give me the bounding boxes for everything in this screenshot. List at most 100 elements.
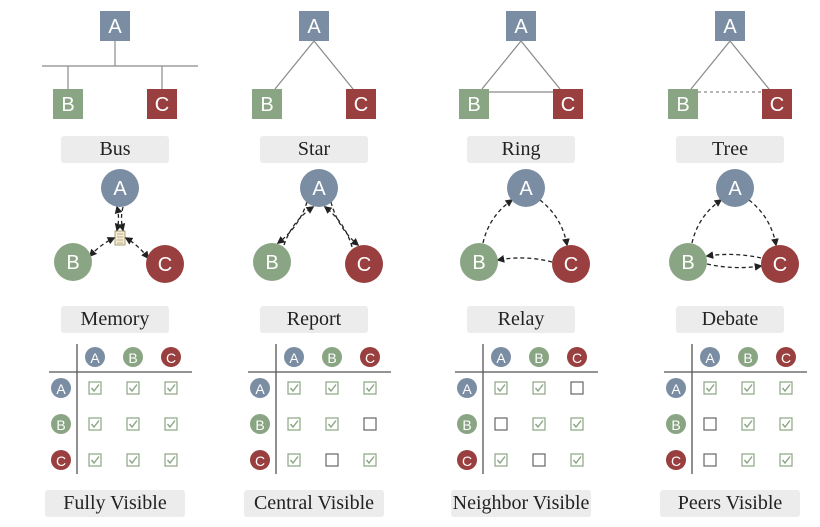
check-mark [365,384,375,393]
visibility-label: Fully Visible [45,490,185,517]
tree-edge-ab [690,40,731,90]
node-circle [54,243,92,281]
node-label: A [671,381,681,397]
node-square [147,89,177,119]
node-circle [253,243,291,281]
node-circle [761,245,799,283]
communication-label: Memory [61,306,169,333]
node-circle [460,243,498,281]
node-label: A [108,16,122,38]
checkbox-frame [741,417,755,431]
visibility-checkbox [703,417,717,431]
checkbox-frame [494,381,508,395]
check-mark [166,384,176,393]
topology-node-a: A [100,11,130,41]
node-square [100,11,130,41]
node-square [459,89,489,119]
visibility-checkbox [325,417,339,431]
agent-node-c: C [51,450,71,470]
agent-node-b: B [123,347,143,367]
check-mark [166,456,176,465]
communication-label: Report [260,306,368,333]
node-circle [776,347,796,367]
node-circle [250,378,270,398]
checkbox-frame [741,453,755,467]
node-square [506,11,536,41]
agent-node-a: A [51,378,71,398]
node-circle [738,347,758,367]
node-circle [567,347,587,367]
node-label: C [462,453,472,469]
agent-node-c: C [250,450,270,470]
checkbox-frame [570,381,584,395]
node-square [252,89,282,119]
node-circle [51,450,71,470]
node-circle [666,414,686,434]
topology-node-c: C [147,89,177,119]
agent-node-b: B [322,347,342,367]
node-circle [700,347,720,367]
check-mark [128,456,138,465]
check-mark [365,456,375,465]
node-circle [716,169,754,207]
node-label: B [676,94,689,116]
checkbox-frame [88,381,102,395]
agent-node-c: C [552,245,590,283]
ring-edge-ac [520,40,561,90]
node-label: A [514,16,528,38]
node-label: C [365,350,375,366]
agent-node-b: B [529,347,549,367]
tree-edge-ac [729,40,770,90]
check-mark [781,384,791,393]
agent-node-a: A [716,169,754,207]
relay-arrow-ba [482,199,514,244]
node-label: A [496,350,506,366]
checkbox-frame [779,417,793,431]
check-mark [327,420,337,429]
visibility-checkbox [741,381,755,395]
checkbox-frame [164,453,178,467]
node-circle [552,245,590,283]
check-mark [743,384,753,393]
node-label: B [56,417,65,433]
agent-node-c: C [761,245,799,283]
check-mark [705,384,715,393]
node-label: B [327,350,336,366]
checkbox-frame [88,417,102,431]
communication-label: Relay [467,306,575,333]
topology-label: Tree [676,136,784,163]
node-label: C [564,254,578,276]
node-circle [85,347,105,367]
visibility-checkbox [570,381,584,395]
memory-arrow-c [124,237,149,260]
agent-node-a: A [250,378,270,398]
visibility-checkbox [741,417,755,431]
visibility-checkbox [88,381,102,395]
node-label: B [128,350,137,366]
check-mark [743,456,753,465]
debate-arrow-bc [706,263,763,271]
node-label: C [166,350,176,366]
visibility-checkbox [363,381,377,395]
agent-node-a: A [507,169,545,207]
visibility-checkbox [126,453,140,467]
topology-node-b: B [459,89,489,119]
node-label: A [728,178,742,200]
node-label: B [265,252,278,274]
check-mark [327,384,337,393]
visibility-checkbox [164,453,178,467]
node-label: A [255,381,265,397]
node-square [715,11,745,41]
node-label: B [671,417,680,433]
check-mark [90,456,100,465]
check-mark [128,384,138,393]
node-label: C [158,254,172,276]
visibility-checkbox [741,453,755,467]
node-circle [345,245,383,283]
node-label: A [705,350,715,366]
visibility-checkbox [570,417,584,431]
node-label: B [467,94,480,116]
checkbox-frame [164,381,178,395]
star-edge-ac [313,40,354,90]
